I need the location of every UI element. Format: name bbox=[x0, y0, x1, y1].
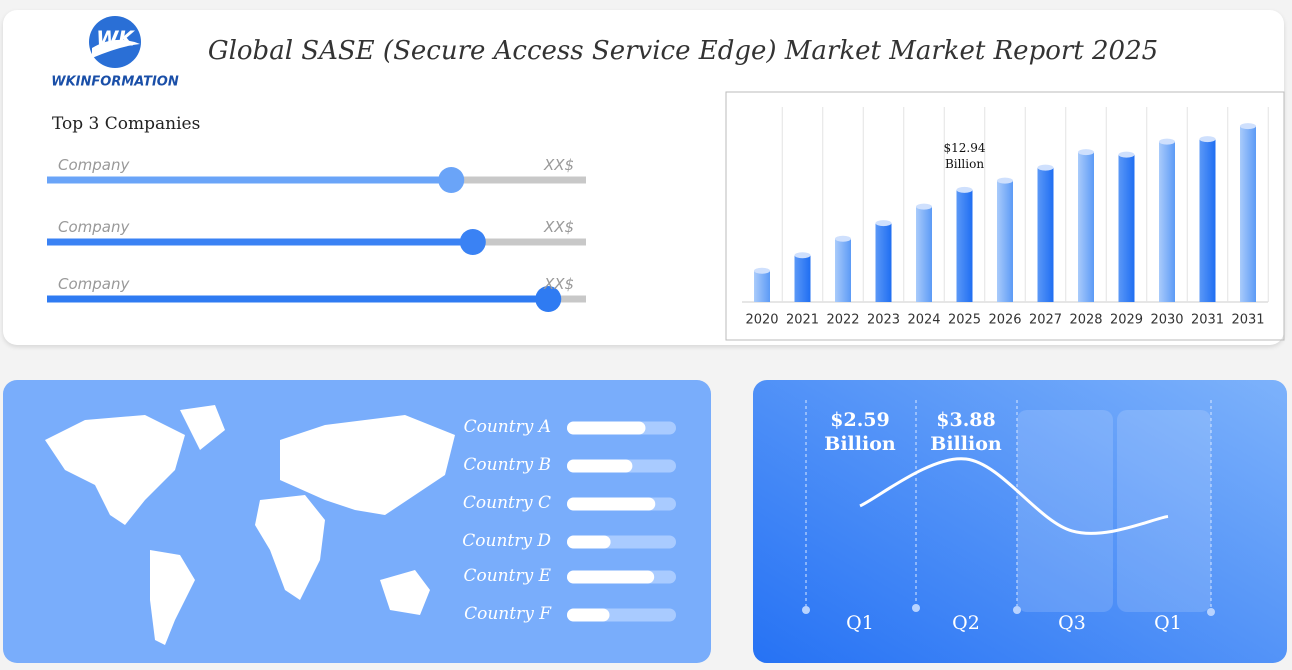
bar bbox=[916, 206, 932, 302]
divider-dots bbox=[802, 604, 1215, 616]
bar bbox=[567, 608, 610, 622]
x-tick-label: 2027 bbox=[1029, 313, 1062, 328]
bar-chart-frame bbox=[725, 91, 1285, 341]
bar-cap bbox=[1078, 149, 1094, 156]
bar-cap bbox=[1118, 151, 1135, 158]
amount-label: XX$ bbox=[544, 156, 575, 174]
highlight bbox=[1117, 410, 1211, 612]
x-tick-label: 2020 bbox=[745, 313, 778, 328]
bar bbox=[1078, 152, 1094, 302]
bar bbox=[567, 570, 655, 584]
x-tick-label: 2029 bbox=[1110, 313, 1143, 328]
x-tick-label: Q3 bbox=[1058, 612, 1086, 634]
bar bbox=[567, 535, 611, 549]
bar bbox=[997, 180, 1013, 302]
bar bbox=[1118, 154, 1135, 302]
bar bbox=[47, 238, 473, 246]
bar-cap bbox=[835, 235, 851, 242]
logo-text: WKINFORMATION bbox=[51, 75, 179, 90]
value-label: $3.88 Billion bbox=[930, 409, 1002, 455]
x-tick-label: 2028 bbox=[1069, 313, 1102, 328]
bar-cap bbox=[956, 186, 973, 193]
bar-cap bbox=[916, 203, 932, 210]
x-tick-label: 2023 bbox=[867, 313, 900, 328]
x-tick-label: 2021 bbox=[786, 313, 819, 328]
bar-cap bbox=[1199, 136, 1216, 143]
handle bbox=[459, 229, 486, 255]
country-label: Country C bbox=[462, 493, 551, 513]
bar-cap bbox=[1037, 164, 1054, 171]
bar bbox=[835, 238, 851, 302]
x-tick-label: 2030 bbox=[1150, 313, 1183, 328]
bar-cap bbox=[794, 252, 811, 259]
country-label: Country D bbox=[462, 531, 551, 551]
x-tick-label: 2026 bbox=[988, 313, 1021, 328]
world-map bbox=[45, 405, 455, 645]
country-label: Country A bbox=[463, 417, 551, 437]
bar bbox=[794, 255, 811, 302]
bar bbox=[754, 270, 770, 302]
line bbox=[859, 457, 1169, 535]
bar bbox=[567, 459, 633, 473]
x-tick-label: Q1 bbox=[1154, 612, 1182, 634]
x-tick-label: Q1 bbox=[846, 612, 874, 634]
country-label: Country F bbox=[464, 604, 551, 624]
value-label: $12.94 Billion bbox=[943, 140, 986, 171]
country-label: Country E bbox=[463, 566, 551, 586]
bar bbox=[956, 189, 973, 302]
company-label: Company bbox=[58, 275, 130, 293]
company-label: Company bbox=[58, 156, 130, 174]
bar-cap bbox=[1240, 123, 1256, 130]
bar bbox=[47, 295, 549, 303]
bar bbox=[1199, 139, 1216, 302]
bar bbox=[1240, 126, 1256, 302]
logo-mark: WK bbox=[96, 27, 135, 51]
bar-cap bbox=[754, 267, 770, 274]
value-label: $2.59 Billion bbox=[824, 409, 896, 455]
logo-wave bbox=[92, 39, 140, 58]
country-label: Country B bbox=[463, 455, 551, 475]
x-tick-label: 2031 bbox=[1191, 313, 1224, 328]
bar bbox=[47, 176, 452, 184]
bar bbox=[567, 421, 646, 435]
highlight bbox=[1017, 410, 1113, 612]
amount-label: XX$ bbox=[544, 218, 575, 236]
x-tick-label: 2031 bbox=[1231, 313, 1264, 328]
x-tick-label: Q2 bbox=[952, 612, 980, 634]
bar-cap bbox=[1159, 138, 1175, 145]
handle bbox=[535, 286, 562, 312]
x-tick-label: 2024 bbox=[907, 313, 940, 328]
bar bbox=[875, 223, 892, 302]
handle bbox=[438, 167, 465, 193]
bar bbox=[567, 497, 656, 511]
x-tick-label: 2025 bbox=[948, 313, 981, 328]
bar-cap bbox=[997, 177, 1013, 184]
title: Global SASE (Secure Access Service Edge)… bbox=[208, 36, 1158, 66]
company-label: Company bbox=[58, 218, 130, 236]
bar bbox=[1037, 167, 1054, 302]
amount-label: XX$ bbox=[544, 275, 575, 293]
bar-cap bbox=[875, 220, 892, 227]
line-card bbox=[753, 380, 1287, 663]
section-title: Top 3 Companies bbox=[52, 114, 201, 134]
x-tick-label: 2022 bbox=[826, 313, 859, 328]
dividers bbox=[805, 400, 1212, 612]
bar bbox=[1159, 141, 1175, 302]
